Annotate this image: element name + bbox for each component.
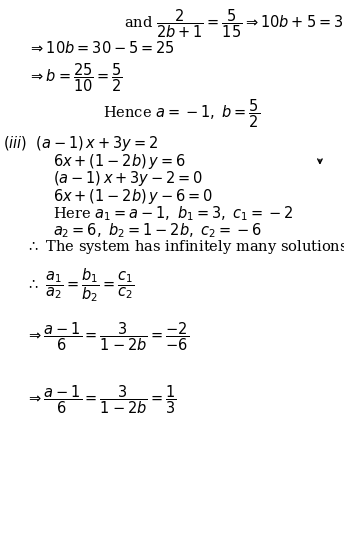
Text: $\Rightarrow b = \dfrac{25}{10} = \dfrac{5}{2}$: $\Rightarrow b = \dfrac{25}{10} = \dfrac…: [28, 61, 122, 94]
Text: $\Rightarrow 10b = 30 - 5 = 25$: $\Rightarrow 10b = 30 - 5 = 25$: [28, 40, 174, 56]
Text: $6x + (1 - 2b)\,y - 6 = 0$: $6x + (1 - 2b)\,y - 6 = 0$: [53, 187, 213, 206]
Text: $a_2 = 6,\ b_2 = 1 - 2b,\ c_2 = -6$: $a_2 = 6,\ b_2 = 1 - 2b,\ c_2 = -6$: [53, 221, 262, 239]
Text: $\therefore\ \dfrac{a_1}{a_2} = \dfrac{b_1}{b_2} = \dfrac{c_1}{c_2}$: $\therefore\ \dfrac{a_1}{a_2} = \dfrac{b…: [26, 266, 134, 304]
Text: $(a - 1)\,x + 3y - 2 = 0$: $(a - 1)\,x + 3y - 2 = 0$: [53, 169, 204, 188]
Text: $6x + (1 - 2b)\,y = 6$: $6x + (1 - 2b)\,y = 6$: [53, 152, 186, 170]
Text: $(iii)$  $(a - 1)\,x + 3y = 2$: $(iii)$ $(a - 1)\,x + 3y = 2$: [3, 134, 159, 153]
Text: $\therefore$ The system has infinitely many solutions: $\therefore$ The system has infinitely m…: [26, 238, 344, 256]
Text: and $\dfrac{2}{2b+1} = \dfrac{5}{15} \Rightarrow 10b + 5 = 30$: and $\dfrac{2}{2b+1} = \dfrac{5}{15} \Ri…: [124, 7, 344, 40]
Text: $\Rightarrow \dfrac{a-1}{6} = \dfrac{3}{1-2b} = \dfrac{1}{3}$: $\Rightarrow \dfrac{a-1}{6} = \dfrac{3}{…: [26, 384, 177, 416]
Text: $\Rightarrow \dfrac{a-1}{6} = \dfrac{3}{1-2b} = \dfrac{-2}{-6}$: $\Rightarrow \dfrac{a-1}{6} = \dfrac{3}{…: [26, 321, 189, 353]
Text: Here $a_1 = a - 1,\ b_1 = 3,\ c_1 = -2$: Here $a_1 = a - 1,\ b_1 = 3,\ c_1 = -2$: [53, 204, 294, 223]
Text: Hence $a = -1,\ b = \dfrac{5}{2}$: Hence $a = -1,\ b = \dfrac{5}{2}$: [103, 97, 260, 130]
